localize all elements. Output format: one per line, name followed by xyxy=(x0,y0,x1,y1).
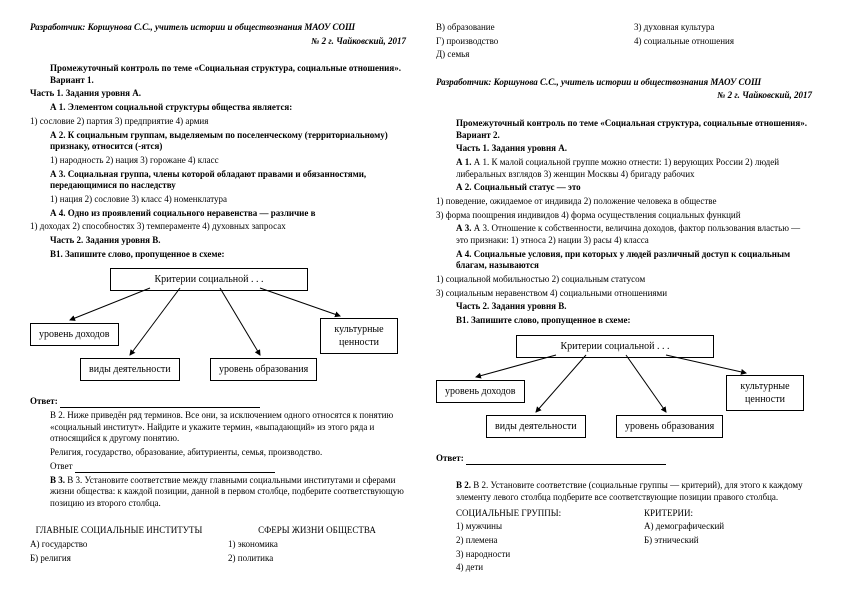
top-right-items: 3) духовная культура 4) социальные отнош… xyxy=(634,20,812,63)
q-b2-r: В 2. В 2. Установите соответствие (социа… xyxy=(456,480,812,503)
answer-label-2: Ответ xyxy=(50,461,73,471)
answer-blank-r[interactable] xyxy=(466,454,666,465)
part2-heading-r: Часть 2. Задания уровня В. xyxy=(456,301,812,313)
diagram-top-box: Критерии социальной . . . xyxy=(110,268,308,291)
col1-title: ГЛАВНЫЕ СОЦИАЛЬНЫЕ ИНСТИТУТЫ xyxy=(30,525,208,537)
answer-label: Ответ: xyxy=(30,396,58,406)
match-table-r: СОЦИАЛЬНЫЕ ГРУППЫ: 1) мужчины 2) племена… xyxy=(456,506,812,576)
col1-b: Б) религия xyxy=(30,553,208,565)
q-a4-opts2-r: 3) социальным неравенством 4) социальным… xyxy=(436,288,812,300)
q-b3: В 3. В 3. Установите соответствие между … xyxy=(50,475,406,510)
q-b2-terms: Религия, государство, образование, абиту… xyxy=(50,447,406,459)
col1-a: А) государство xyxy=(30,539,208,551)
q-a2-text: А 2. К социальным группам, выделяемым по… xyxy=(50,130,388,152)
q-b1-r: В1. Запишите слово, пропущенное в схеме: xyxy=(456,315,812,327)
q-a1-opts: 1) сословие 2) партия 3) предприятие 4) … xyxy=(30,116,406,128)
q-a4-r: А 4. Социальные условия, при которых у л… xyxy=(456,249,812,272)
diagram-box-culture: культурные ценности xyxy=(320,318,398,354)
q-a1-r: А 1. А 1. К малой социальной группе можн… xyxy=(456,157,812,180)
answer-blank[interactable] xyxy=(60,397,260,408)
diagram-2: Критерии социальной . . . уровень доходо… xyxy=(436,335,812,445)
variant-title: Промежуточный контроль по теме «Социальн… xyxy=(50,63,406,86)
diagram2-box-income: уровень доходов xyxy=(436,380,525,403)
part1-heading: Часть 1. Задания уровня А. xyxy=(30,88,406,100)
q-b3-text: В 3. Установите соответствие между главн… xyxy=(50,475,404,508)
q-a3-opts: 1) нация 2) сословие 3) класс 4) номенкл… xyxy=(50,194,406,206)
q-b1: В1. Запишите слово, пропущенное в схеме: xyxy=(50,249,406,261)
q-a2-r: А 2. Социальный статус — это xyxy=(456,182,812,194)
q-a3-r: А 3. А 3. Отношение к собственности, вел… xyxy=(456,223,812,246)
col1-3-r: 3) народности xyxy=(456,549,624,561)
match-col2-r: КРИТЕРИИ: А) демографический Б) этническ… xyxy=(644,506,812,576)
q-b2: В 2. Ниже приведён ряд терминов. Все они… xyxy=(50,410,406,445)
diagram-box-income: уровень доходов xyxy=(30,323,119,346)
variant-title-r: Промежуточный контроль по теме «Социальн… xyxy=(456,118,812,141)
diagram2-top-box: Критерии социальной . . . xyxy=(516,335,714,358)
col2-b-r: Б) этнический xyxy=(644,535,812,547)
q-a2-opts2-r: 3) форма поощрения индивидов 4) форма ос… xyxy=(436,210,812,222)
top-left-items: В) образование Г) производство Д) семья xyxy=(436,20,614,63)
author-line2-r: № 2 г. Чайковский, 2017 xyxy=(436,90,812,102)
q-a2: А 2. К социальным группам, выделяемым по… xyxy=(50,130,406,153)
q-b2-text-r: В 2. Установите соответствие (социальные… xyxy=(456,480,803,502)
answer-label-r: Ответ: xyxy=(436,453,464,463)
q-a4-text-r: А 4. Социальные условия, при которых у л… xyxy=(456,249,790,271)
answer-b1-r: Ответ: xyxy=(436,453,812,465)
author-line: Разработчик: Коршунова С.С., учитель ист… xyxy=(30,22,406,34)
part1-heading-r: Часть 1. Задания уровня А. xyxy=(456,143,812,155)
answer-blank-2[interactable] xyxy=(75,462,275,473)
q-a1-text-r: А 1. К малой социальной группе можно отн… xyxy=(456,157,779,179)
match-col1-r: СОЦИАЛЬНЫЕ ГРУППЫ: 1) мужчины 2) племена… xyxy=(456,506,624,576)
col1-4-r: 4) дети xyxy=(456,562,624,574)
col2-a-r: А) демографический xyxy=(644,521,812,533)
diagram-box-activity: виды деятельности xyxy=(80,358,180,381)
q-a3: А 3. Социальная группа, члены которой об… xyxy=(50,169,406,192)
col1-1-r: 1) мужчины xyxy=(456,521,624,533)
item-v: В) образование xyxy=(436,22,614,34)
q-a1: А 1. Элементом социальной структуры обще… xyxy=(50,102,406,114)
item-d: Д) семья xyxy=(436,49,614,61)
col1-2-r: 2) племена xyxy=(456,535,624,547)
q-b2-answer: Ответ xyxy=(50,461,406,473)
col1-title-r: СОЦИАЛЬНЫЕ ГРУППЫ: xyxy=(456,508,624,520)
q-a2-opts-r: 1) поведение, ожидаемое от индивида 2) п… xyxy=(436,196,812,208)
match-col1: ГЛАВНЫЕ СОЦИАЛЬНЫЕ ИНСТИТУТЫ А) государс… xyxy=(30,523,208,566)
q-a3-text: А 3. Социальная группа, члены которой об… xyxy=(50,169,366,191)
q-a4: А 4. Одно из проявлений социального нера… xyxy=(50,208,406,220)
col2-title: СФЕРЫ ЖИЗНИ ОБЩЕСТВА xyxy=(228,525,406,537)
col2-title-r: КРИТЕРИИ: xyxy=(644,508,812,520)
q-a4-opts1-r: 1) социальной мобильностью 2) социальным… xyxy=(436,274,812,286)
q-a4-opts: 1) доходах 2) способностях 3) темперамен… xyxy=(30,221,406,233)
item-4: 4) социальные отношения xyxy=(634,36,812,48)
diagram-1: Критерии социальной . . . уровень доходо… xyxy=(30,268,406,388)
q-a3-text-r: А 3. Отношение к собственности, величина… xyxy=(456,223,800,245)
diagram-box-education: уровень образования xyxy=(210,358,317,381)
diagram2-box-culture: культурные ценности xyxy=(726,375,804,411)
match-table: ГЛАВНЫЕ СОЦИАЛЬНЫЕ ИНСТИТУТЫ А) государс… xyxy=(30,523,406,566)
top-continuation: В) образование Г) производство Д) семья … xyxy=(436,20,812,63)
match-col2: СФЕРЫ ЖИЗНИ ОБЩЕСТВА 1) экономика 2) пол… xyxy=(228,523,406,566)
diagram2-box-activity: виды деятельности xyxy=(486,415,586,438)
q-a2-opts: 1) народность 2) нация 3) горожане 4) кл… xyxy=(50,155,406,167)
col2-1: 1) экономика xyxy=(228,539,406,551)
col2-2: 2) политика xyxy=(228,553,406,565)
left-column: Разработчик: Коршунова С.С., учитель ист… xyxy=(30,20,406,576)
author-line2: № 2 г. Чайковский, 2017 xyxy=(30,36,406,48)
author-line-r: Разработчик: Коршунова С.С., учитель ист… xyxy=(436,77,812,89)
q-a4-text: А 4. Одно из проявлений социального нера… xyxy=(50,208,315,218)
part2-heading: Часть 2. Задания уровня В. xyxy=(50,235,406,247)
right-column: В) образование Г) производство Д) семья … xyxy=(436,20,812,576)
item-g: Г) производство xyxy=(436,36,614,48)
item-3: 3) духовная культура xyxy=(634,22,812,34)
diagram2-box-education: уровень образования xyxy=(616,415,723,438)
answer-b1: Ответ: xyxy=(30,396,406,408)
